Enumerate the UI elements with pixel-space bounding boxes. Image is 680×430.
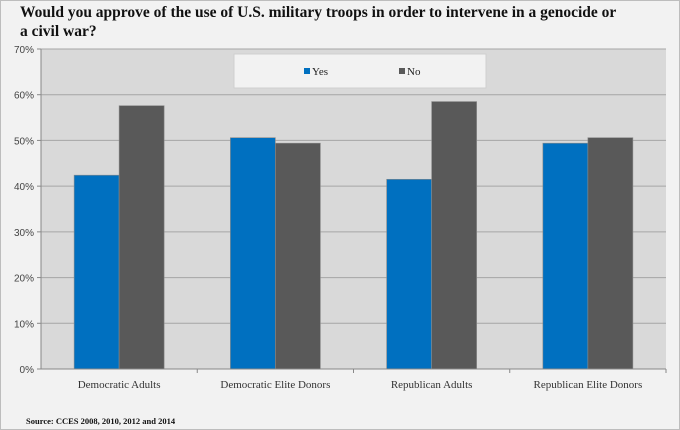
legend-label-no: No xyxy=(407,66,421,78)
bar-yes xyxy=(542,142,589,370)
bar-no xyxy=(118,105,165,370)
x-tick-label: Democratic Elite Donors xyxy=(220,379,330,391)
y-tick-label: 50% xyxy=(14,136,34,147)
y-tick-label: 30% xyxy=(14,228,34,239)
bar-no xyxy=(587,137,634,370)
x-tick-label: Democratic Adults xyxy=(78,379,161,391)
bar-yes xyxy=(230,137,276,370)
y-tick-label: 70% xyxy=(14,45,34,56)
y-tick-label: 0% xyxy=(20,365,35,376)
bar-no xyxy=(275,142,321,370)
bars xyxy=(73,101,634,370)
legend: Yes No xyxy=(233,53,487,89)
chart-title: Would you approve of the use of U.S. mil… xyxy=(20,4,617,40)
bar-no xyxy=(431,101,477,370)
y-tick-label: 10% xyxy=(14,319,34,330)
y-tick-label: 40% xyxy=(14,182,34,193)
legend-swatch-yes xyxy=(304,68,310,74)
x-tick-label: Republican Adults xyxy=(391,379,473,391)
y-tick-label: 60% xyxy=(14,91,34,102)
legend-swatch-no xyxy=(399,68,405,74)
bar-yes xyxy=(73,174,120,370)
source-note: Source: CCES 2008, 2010, 2012 and 2014 xyxy=(26,416,176,426)
y-axis-ticks: 0% 10% 20% 30% 40% 50% 60% 70% xyxy=(14,45,41,376)
legend-label-yes: Yes xyxy=(312,66,328,78)
y-tick-label: 20% xyxy=(14,274,34,285)
bar-yes xyxy=(386,178,432,370)
legend-box xyxy=(233,53,487,89)
x-axis-labels: Democratic Adults Democratic Elite Donors… xyxy=(78,369,667,391)
x-tick-label: Republican Elite Donors xyxy=(533,379,642,391)
